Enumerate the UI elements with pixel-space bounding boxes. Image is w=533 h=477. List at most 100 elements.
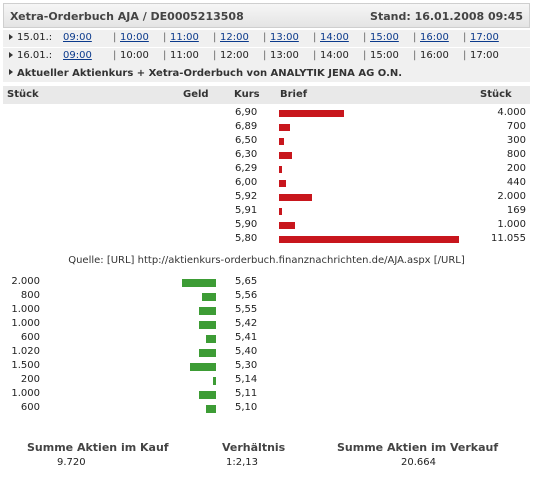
ask-quantity: 440 (506, 177, 526, 188)
ask-bar (279, 194, 312, 201)
bid-quantity: 1.020 (11, 346, 40, 357)
ask-price: 6,50 (235, 135, 258, 146)
ask-price: 6,00 (235, 177, 258, 188)
time-row-1: 15.01.: 09:00 10:00 | 11:00 | 12:00 | 13:00 | 14:0… (3, 30, 530, 47)
bid-quantity: 1.000 (11, 318, 40, 329)
bid-quantity: 1.500 (11, 360, 40, 371)
time-link-1000: 10:00 (120, 50, 149, 61)
bid-quantity: 200 (20, 374, 40, 385)
bid-price: 5,14 (235, 374, 258, 385)
separator: | (263, 32, 267, 43)
time-row-2: 16.01.: 09:00 10:00 | 11:00 | 12:00 | 13:00 | 14:0… (3, 48, 530, 65)
bid-price: 5,10 (235, 402, 258, 413)
time-link-0900[interactable]: 09:00 (63, 50, 92, 61)
page-title: Xetra-Orderbuch AJA / DE0005213508 (10, 10, 244, 23)
ratio-label: Verhältnis (222, 441, 286, 454)
separator: | (113, 50, 117, 61)
sum-buy-value: 9.720 (57, 457, 86, 468)
bid-quantity: 600 (20, 332, 40, 343)
bid-price: 5,65 (235, 276, 258, 287)
ask-price: 6,89 (235, 121, 258, 132)
separator: | (313, 32, 317, 43)
column-header: Stück Geld Kurs Brief Stück (3, 86, 530, 104)
info-row[interactable]: Aktueller Aktienkurs + Xetra-Orderbuch v… (3, 65, 530, 82)
date-label: 15.01.: (17, 32, 53, 43)
time-link-1600[interactable]: 16:00 (420, 32, 449, 43)
ask-quantity: 11.055 (491, 233, 526, 244)
separator: | (163, 32, 167, 43)
time-link-1300: 13:00 (270, 50, 299, 61)
time-link-1200[interactable]: 12:00 (220, 32, 249, 43)
time-link-1400[interactable]: 14:00 (320, 32, 349, 43)
ask-price: 5,91 (235, 205, 258, 216)
ask-bar (279, 208, 282, 215)
triangle-right-icon (9, 34, 13, 40)
triangle-right-icon (9, 52, 13, 58)
ask-price: 5,80 (235, 233, 258, 244)
separator: | (213, 50, 217, 61)
bid-quantity: 1.000 (11, 388, 40, 399)
separator: | (463, 50, 467, 61)
time-link-1200: 12:00 (220, 50, 249, 61)
column-brief: Brief (280, 89, 308, 100)
timestamp-label: Stand: 16.01.2008 09:45 (370, 10, 523, 23)
ask-quantity: 2.000 (497, 191, 526, 202)
ask-quantity: 1.000 (497, 219, 526, 230)
bid-bar (202, 293, 216, 301)
column-stueck-left: Stück (7, 89, 39, 100)
bid-quantity: 1.000 (11, 304, 40, 315)
sum-sell-value: 20.664 (401, 457, 436, 468)
sum-sell-label: Summe Aktien im Verkauf (337, 441, 499, 454)
ask-quantity: 800 (506, 149, 526, 160)
time-link-1400: 14:00 (320, 50, 349, 61)
time-link-1500[interactable]: 15:00 (370, 32, 399, 43)
time-link-0900[interactable]: 09:00 (63, 32, 92, 43)
bid-price: 5,30 (235, 360, 258, 371)
separator: | (213, 32, 217, 43)
ratio-value: 1:2,13 (226, 457, 258, 468)
bid-bar (182, 279, 216, 287)
time-link-1700: 17:00 (470, 50, 499, 61)
separator: | (263, 50, 267, 61)
separator: | (463, 32, 467, 43)
time-link-1500: 15:00 (370, 50, 399, 61)
ask-bar (279, 138, 284, 145)
time-link-1700[interactable]: 17:00 (470, 32, 499, 43)
info-label[interactable]: Aktueller Aktienkurs + Xetra-Orderbuch v… (17, 68, 403, 79)
bid-bar (206, 335, 216, 343)
ask-quantity: 4.000 (497, 107, 526, 118)
orderbook-header: Xetra-Orderbuch AJA / DE0005213508 Stand… (3, 3, 530, 28)
column-geld: Geld (183, 89, 209, 100)
column-stueck-right: Stück (480, 89, 512, 100)
bid-price: 5,40 (235, 346, 258, 357)
bid-bar (199, 391, 216, 399)
ask-price: 6,29 (235, 163, 258, 174)
bid-bar (199, 307, 216, 315)
time-link-1100[interactable]: 11:00 (170, 32, 199, 43)
bid-quantity: 600 (20, 402, 40, 413)
bid-bar (190, 363, 216, 371)
bid-bar (199, 349, 216, 357)
separator: | (363, 32, 367, 43)
time-link-1000[interactable]: 10:00 (120, 32, 149, 43)
ask-bar (279, 110, 344, 117)
ask-price: 5,92 (235, 191, 258, 202)
ask-bar (279, 166, 282, 173)
time-link-1300[interactable]: 13:00 (270, 32, 299, 43)
ask-bar (279, 222, 295, 229)
date-label: 16.01.: (17, 50, 53, 61)
ask-quantity: 700 (506, 121, 526, 132)
ask-bar (279, 152, 292, 159)
column-kurs: Kurs (234, 89, 260, 100)
bid-price: 5,56 (235, 290, 258, 301)
ask-bar (279, 236, 459, 243)
separator: | (413, 32, 417, 43)
ask-quantity: 200 (506, 163, 526, 174)
bid-price: 5,55 (235, 304, 258, 315)
time-link-1100: 11:00 (170, 50, 199, 61)
triangle-right-icon (9, 69, 13, 75)
bid-bar (213, 377, 216, 385)
ask-price: 6,90 (235, 107, 258, 118)
ask-price: 5,90 (235, 219, 258, 230)
separator: | (113, 32, 117, 43)
